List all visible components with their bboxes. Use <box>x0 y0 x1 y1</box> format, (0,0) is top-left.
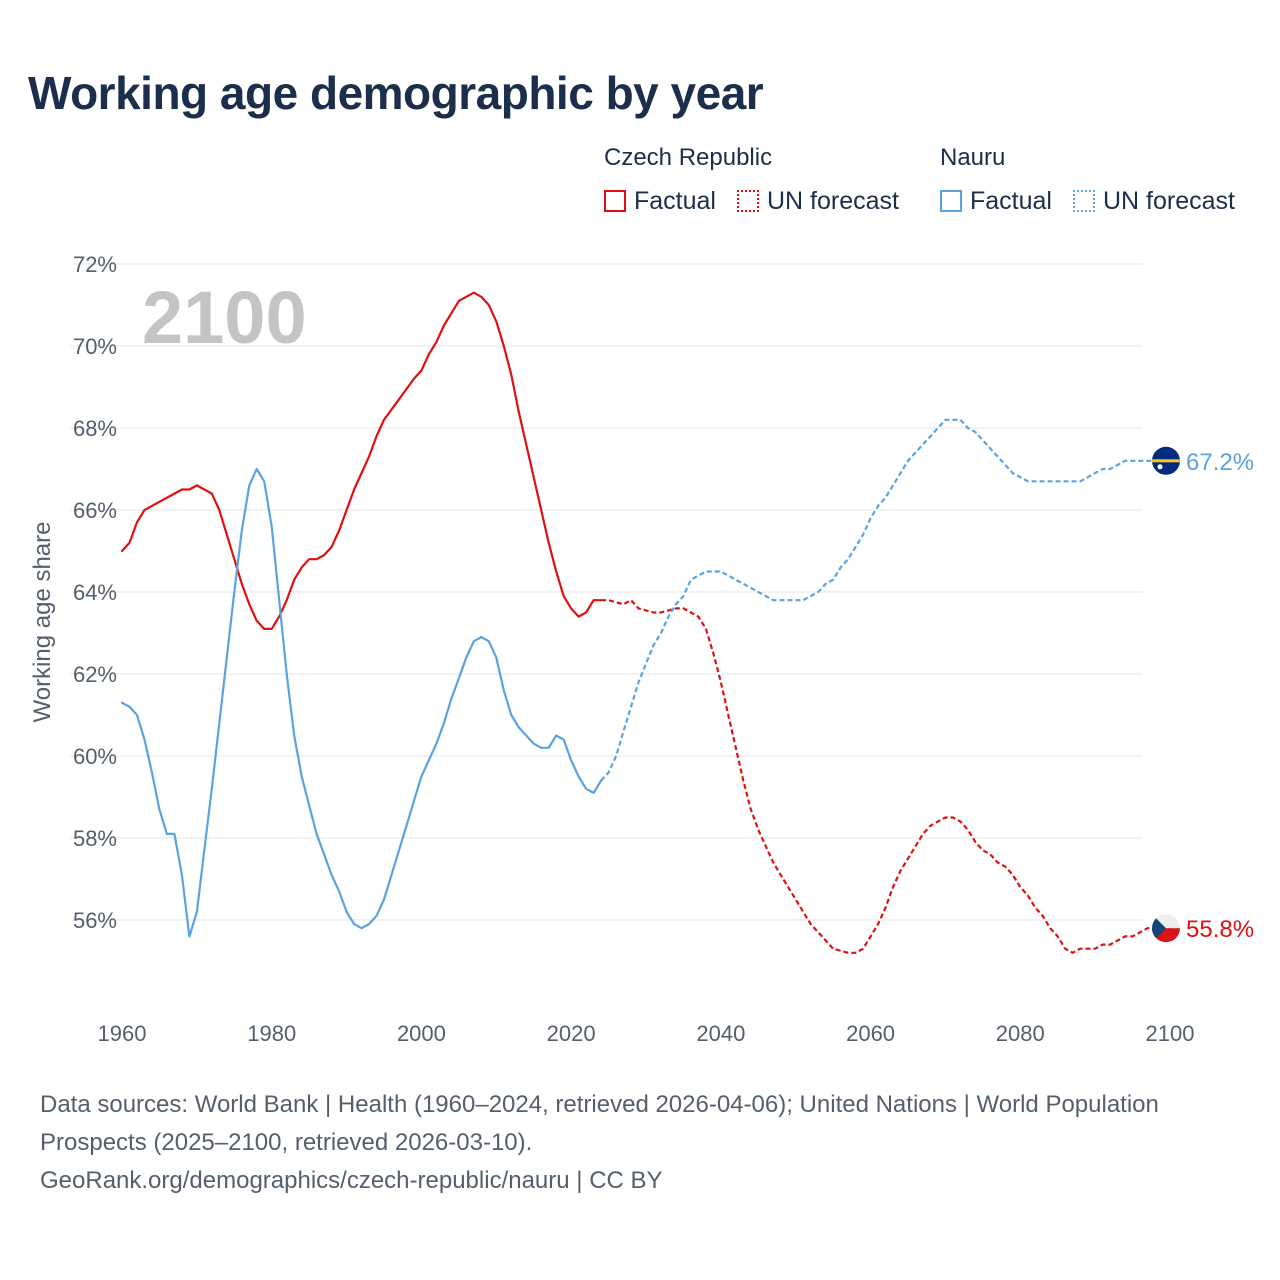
footer: Data sources: World Bank | Health (1960–… <box>40 1086 1240 1200</box>
y-tick-label: 60% <box>73 744 117 769</box>
y-tick-label: 58% <box>73 826 117 851</box>
flag-blue-triangle <box>1152 914 1166 943</box>
y-tick-label: 70% <box>73 334 117 359</box>
chart-title: Working age demographic by year <box>28 67 764 119</box>
flag-yellow-stripe <box>1152 459 1180 463</box>
legend-label: UN forecast <box>1103 186 1235 215</box>
series-line-nauru-factual <box>120 467 603 938</box>
legend-item-czech-forecast[interactable]: UN forecast <box>737 186 899 216</box>
legend-group-nauru: Nauru <box>940 144 1006 171</box>
legend-swatch-dotted <box>1073 190 1095 212</box>
x-tick-label: 2100 <box>1146 1021 1195 1046</box>
y-tick-label: 62% <box>73 662 117 687</box>
x-tick-label: 2080 <box>996 1021 1045 1046</box>
year-watermark: 2100 <box>142 276 307 359</box>
legend-label: Factual <box>970 186 1052 215</box>
x-tick-label: 2000 <box>397 1021 446 1046</box>
legend-swatch-dotted <box>737 190 759 212</box>
source-link[interactable]: GeoRank.org/demographics/czech-republic/… <box>40 1167 663 1194</box>
legend-label: Factual <box>634 186 716 215</box>
y-tick-label: 68% <box>73 416 117 441</box>
flag-star <box>1157 464 1163 470</box>
y-tick-label: 56% <box>73 908 117 933</box>
x-tick-label: 2020 <box>547 1021 596 1046</box>
legend-item-nauru-forecast[interactable]: UN forecast <box>1073 186 1235 216</box>
y-tick-label: 64% <box>73 580 117 605</box>
x-tick-label: 2040 <box>696 1021 745 1046</box>
data-sources: Data sources: World Bank | Health (1960–… <box>40 1091 1159 1156</box>
gridlines <box>70 263 1142 921</box>
series-line-czech-forecast <box>601 599 1170 954</box>
series-end-markers: 55.8% 67.2% <box>1152 446 1254 943</box>
series-line-czech-factual <box>120 291 603 630</box>
y-tick-label: 72% <box>73 252 117 277</box>
end-value-label-czech: 55.8% <box>1186 916 1254 943</box>
series-line-nauru-forecast <box>600 418 1170 782</box>
series-lines <box>120 291 1170 954</box>
legend-item-czech-factual[interactable]: Factual <box>604 186 716 216</box>
czech-flag-icon <box>1152 914 1180 943</box>
line-chart: 56% 58% 60% 62% 64% 66% 68% 70% 72% 1960 1980 2000… <box>29 252 1254 1046</box>
y-tick-label: 66% <box>73 498 117 523</box>
legend-swatch-solid <box>940 190 962 212</box>
x-tick-label: 1960 <box>98 1021 147 1046</box>
nauru-flag-icon <box>1152 446 1180 475</box>
y-axis-label: Working age share <box>29 522 56 723</box>
x-axis-ticks: 1960 1980 2000 2020 2040 2060 2080 2100 <box>98 1021 1195 1046</box>
x-tick-label: 2060 <box>846 1021 895 1046</box>
y-axis-ticks: 56% 58% 60% 62% 64% 66% 68% 70% 72% <box>73 252 117 933</box>
legend-group-czech: Czech Republic <box>604 144 773 171</box>
legend-swatch-solid <box>604 190 626 212</box>
end-value-label-nauru: 67.2% <box>1186 449 1254 476</box>
legend-label: UN forecast <box>767 186 899 215</box>
x-tick-label: 1980 <box>247 1021 296 1046</box>
legend-item-nauru-factual[interactable]: Factual <box>940 186 1052 216</box>
